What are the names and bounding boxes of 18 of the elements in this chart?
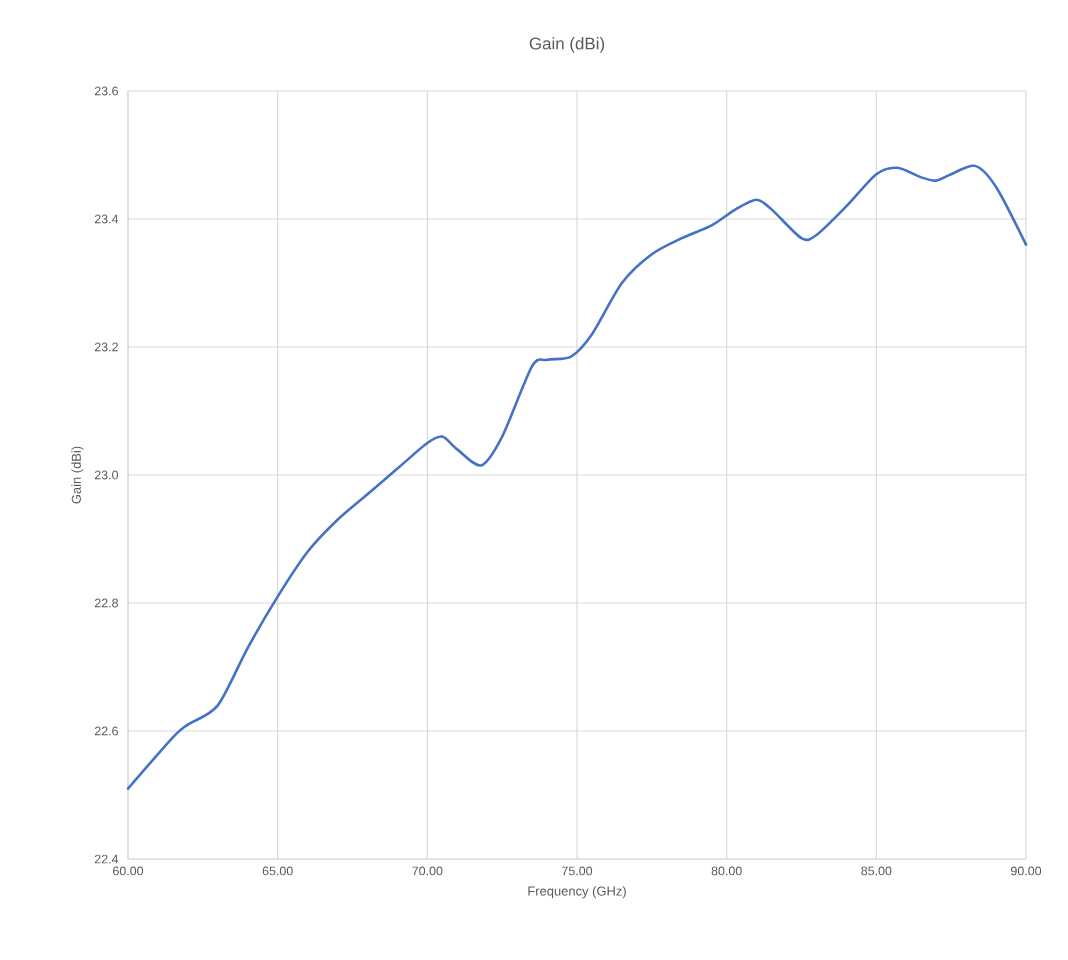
y-tick-label: 22.4: [94, 854, 119, 864]
x-tick-label: 80.00: [711, 866, 742, 876]
x-tick-label: 75.00: [562, 866, 593, 876]
x-tick-label: 85.00: [861, 866, 892, 876]
y-tick-label: 22.8: [94, 598, 118, 608]
y-tick-label: 23.2: [94, 342, 118, 352]
x-tick-label: 65.00: [262, 866, 293, 876]
x-tick-label: 60.00: [113, 866, 144, 876]
y-tick-label: 23.0: [94, 470, 119, 480]
x-tick-label: 90.00: [1011, 866, 1042, 876]
y-tick-label: 23.6: [94, 86, 118, 96]
y-axis-title: Gain (dBi): [71, 446, 84, 504]
chart-title: Gain (dBi): [529, 37, 605, 53]
x-tick-label: 70.00: [412, 866, 443, 876]
line-series: [126, 164, 1028, 790]
x-axis-title: Frequency (GHz): [528, 886, 626, 899]
y-tick-label: 22.6: [94, 726, 118, 736]
y-tick-label: 23.4: [94, 214, 119, 224]
